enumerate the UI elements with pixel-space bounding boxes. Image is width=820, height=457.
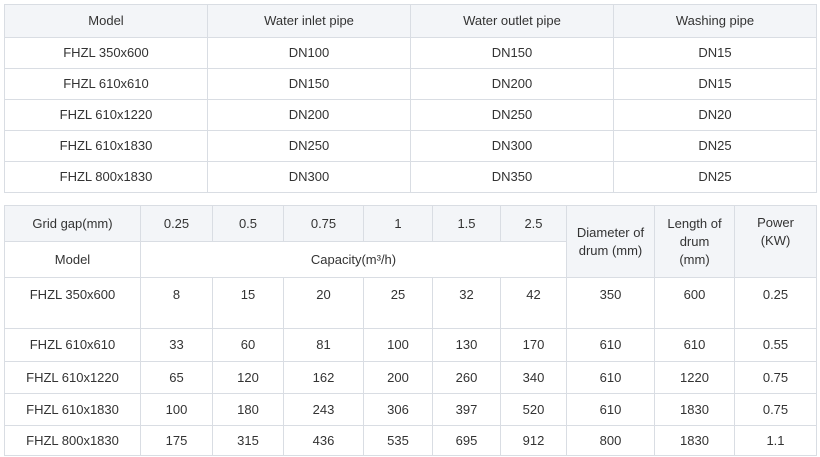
table-cell: 8 xyxy=(140,277,213,329)
table-row: FHZL 610x610 DN150 DN200 DN15 xyxy=(4,68,817,100)
table-cell: 800 xyxy=(566,425,655,456)
table-cell: FHZL 350x600 xyxy=(4,37,208,69)
grid-gap-value: 0.25 xyxy=(140,205,213,242)
table-row: FHZL 800x1830 175 315 436 535 695 912 800 1830 1.… xyxy=(4,425,817,456)
table-cell: 33 xyxy=(140,328,213,362)
table-cell: FHZL 610x610 xyxy=(4,68,208,100)
table-cell: 65 xyxy=(140,361,213,394)
pipe-spec-table: Model Water inlet pipe Water outlet pipe Wa… xyxy=(4,4,817,193)
table-cell: 520 xyxy=(500,393,567,426)
table-cell: 0.55 xyxy=(734,328,817,362)
table-row: FHZL 350x600 DN100 DN150 DN15 xyxy=(4,37,817,69)
column-header: Water outlet pipe xyxy=(410,4,614,38)
table-row: FHZL 610x1830 DN250 DN300 DN25 xyxy=(4,130,817,162)
table-cell: 175 xyxy=(140,425,213,456)
table-row: FHZL 350x600 8 15 20 25 32 42 350 600 0.25 xyxy=(4,277,817,329)
table-cell: 1830 xyxy=(654,425,735,456)
table-cell: FHZL 610x610 xyxy=(4,328,141,362)
table-cell: DN200 xyxy=(207,99,411,131)
model-header: Model xyxy=(4,241,141,278)
table-row: FHZL 610x1220 DN200 DN250 DN20 xyxy=(4,99,817,131)
table-cell: DN25 xyxy=(613,130,817,162)
table-cell: 180 xyxy=(212,393,284,426)
table-cell: DN20 xyxy=(613,99,817,131)
table-cell: 81 xyxy=(283,328,364,362)
diameter-header: Diameter of drum (mm) xyxy=(566,205,655,278)
length-header: Length of drum (mm) xyxy=(654,205,735,278)
table-cell: 1830 xyxy=(654,393,735,426)
table-row: FHZL 610x1220 65 120 162 200 260 340 610 1220 0.7… xyxy=(4,361,817,394)
table-cell: DN350 xyxy=(410,161,614,193)
table-cell: 120 xyxy=(212,361,284,394)
table-cell: FHZL 610x1220 xyxy=(4,99,208,131)
table-cell: FHZL 800x1830 xyxy=(4,425,141,456)
table-cell: 695 xyxy=(432,425,501,456)
table-cell: 0.25 xyxy=(734,277,817,329)
table-cell: DN150 xyxy=(207,68,411,100)
grid-gap-value: 0.5 xyxy=(212,205,284,242)
capacity-header: Capacity(m³/h) xyxy=(140,241,567,278)
table-cell: 610 xyxy=(566,393,655,426)
table-cell: 260 xyxy=(432,361,501,394)
header-row: Model Water inlet pipe Water outlet pipe Wa… xyxy=(4,4,817,38)
table-cell: 32 xyxy=(432,277,501,329)
table-cell: 535 xyxy=(363,425,433,456)
table-cell: 306 xyxy=(363,393,433,426)
table-cell: DN15 xyxy=(613,68,817,100)
table-cell: DN300 xyxy=(207,161,411,193)
table-cell: 162 xyxy=(283,361,364,394)
table-cell: DN25 xyxy=(613,161,817,193)
column-header: Model xyxy=(4,4,208,38)
table-cell: DN250 xyxy=(207,130,411,162)
table-row: FHZL 610x610 33 60 81 100 130 170 610 610 0.55 xyxy=(4,328,817,362)
table-cell: 20 xyxy=(283,277,364,329)
table-cell: FHZL 610x1830 xyxy=(4,393,141,426)
table-cell: FHZL 610x1220 xyxy=(4,361,141,394)
grid-gap-value: 2.5 xyxy=(500,205,567,242)
grid-gap-value: 1.5 xyxy=(432,205,501,242)
table-cell: 100 xyxy=(363,328,433,362)
table-cell: 315 xyxy=(212,425,284,456)
table-cell: 1.1 xyxy=(734,425,817,456)
table-cell: 610 xyxy=(566,361,655,394)
table-cell: 130 xyxy=(432,328,501,362)
table-cell: 340 xyxy=(500,361,567,394)
column-header: Washing pipe xyxy=(613,4,817,38)
table-cell: 170 xyxy=(500,328,567,362)
table-cell: DN300 xyxy=(410,130,614,162)
table-cell: DN150 xyxy=(410,37,614,69)
table-cell: 397 xyxy=(432,393,501,426)
table-cell: 15 xyxy=(212,277,284,329)
table-row: FHZL 800x1830 DN300 DN350 DN25 xyxy=(4,161,817,193)
table-cell: 0.75 xyxy=(734,393,817,426)
table-cell: 243 xyxy=(283,393,364,426)
table-cell: FHZL 610x1830 xyxy=(4,130,208,162)
table-cell: DN15 xyxy=(613,37,817,69)
grid-gap-label: Grid gap(mm) xyxy=(4,205,141,242)
table-cell: DN250 xyxy=(410,99,614,131)
table-cell: 42 xyxy=(500,277,567,329)
table-cell: DN100 xyxy=(207,37,411,69)
table-cell: 25 xyxy=(363,277,433,329)
table-cell: 350 xyxy=(566,277,655,329)
grid-gap-value: 0.75 xyxy=(283,205,364,242)
table-cell: 200 xyxy=(363,361,433,394)
table-cell: 912 xyxy=(500,425,567,456)
grid-gap-value: 1 xyxy=(363,205,433,242)
power-header: Power (KW) xyxy=(734,205,817,278)
table-row: FHZL 610x1830 100 180 243 306 397 520 610 1830 0.… xyxy=(4,393,817,426)
capacity-spec-table: Grid gap(mm) 0.25 0.5 0.75 1 1.5 2.5 Dia… xyxy=(4,205,817,456)
table-cell: FHZL 800x1830 xyxy=(4,161,208,193)
table-cell: 1220 xyxy=(654,361,735,394)
table-cell: 436 xyxy=(283,425,364,456)
table-cell: FHZL 350x600 xyxy=(4,277,141,329)
table-cell: 100 xyxy=(140,393,213,426)
table-cell: 600 xyxy=(654,277,735,329)
table-cell: 0.75 xyxy=(734,361,817,394)
table-cell: 60 xyxy=(212,328,284,362)
column-header: Water inlet pipe xyxy=(207,4,411,38)
table-cell: 610 xyxy=(654,328,735,362)
table-cell: DN200 xyxy=(410,68,614,100)
table-cell: 610 xyxy=(566,328,655,362)
